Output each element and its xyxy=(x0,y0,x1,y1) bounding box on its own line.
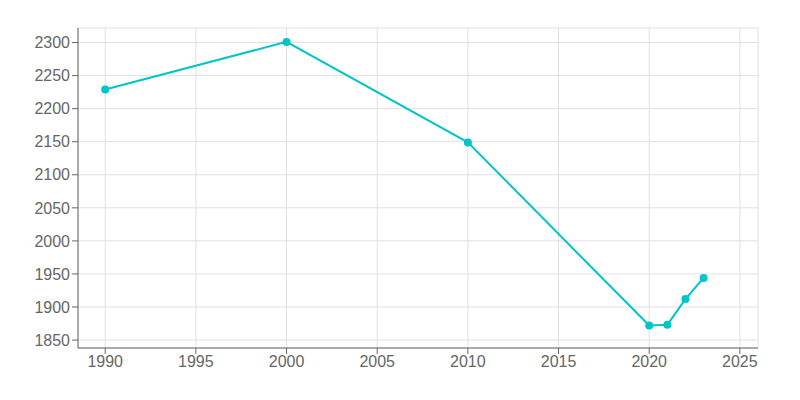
svg-text:2300: 2300 xyxy=(34,34,70,51)
svg-text:2200: 2200 xyxy=(34,100,70,117)
svg-text:2150: 2150 xyxy=(34,133,70,150)
svg-text:2020: 2020 xyxy=(631,353,667,370)
svg-text:2000: 2000 xyxy=(34,233,70,250)
svg-text:1995: 1995 xyxy=(178,353,214,370)
svg-text:2025: 2025 xyxy=(722,353,758,370)
svg-text:2005: 2005 xyxy=(359,353,395,370)
svg-text:2050: 2050 xyxy=(34,200,70,217)
svg-text:2000: 2000 xyxy=(269,353,305,370)
svg-text:1900: 1900 xyxy=(34,299,70,316)
svg-text:2100: 2100 xyxy=(34,166,70,183)
svg-text:1850: 1850 xyxy=(34,332,70,349)
svg-text:1990: 1990 xyxy=(87,353,123,370)
svg-text:2015: 2015 xyxy=(541,353,577,370)
svg-text:1950: 1950 xyxy=(34,266,70,283)
svg-text:2010: 2010 xyxy=(450,353,486,370)
svg-text:2250: 2250 xyxy=(34,67,70,84)
